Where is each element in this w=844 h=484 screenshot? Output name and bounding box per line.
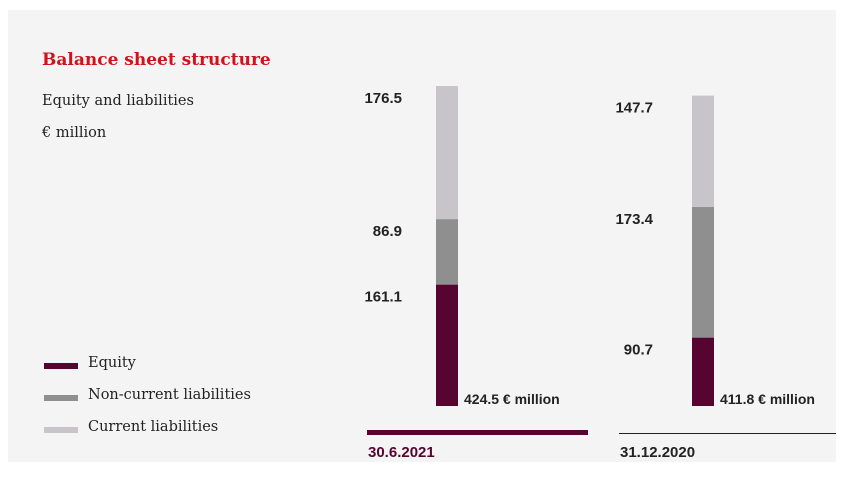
value-label-0-0: 161.1 (364, 289, 402, 306)
value-label-1-0: 86.9 (373, 223, 402, 240)
category-label-0: 30.6.2021 (368, 444, 435, 461)
value-label-0-1: 90.7 (624, 342, 653, 359)
category-rule-1 (619, 433, 836, 434)
chart-panel: Balance sheet structure Equity and liabi… (8, 10, 836, 462)
bar-segment-non-current-liabilities-1 (692, 207, 714, 338)
bar-segment-current-liabilities-0 (436, 86, 458, 219)
stacked-bar-chart: 161.1 86.9 176.5 424.5 € million 30.6.2021 90… (8, 10, 836, 462)
category-label-1: 31.12.2020 (620, 444, 695, 461)
category-rule-0 (367, 430, 588, 435)
value-label-2-0: 176.5 (364, 90, 402, 107)
value-label-2-1: 147.7 (615, 100, 653, 117)
bar-segment-equity-1 (692, 338, 714, 406)
total-label-1: 411.8 € million (720, 391, 815, 407)
total-label-0: 424.5 € million (464, 391, 560, 407)
bar-segment-current-liabilities-1 (692, 96, 714, 207)
bar-segment-equity-0 (436, 285, 458, 406)
value-label-1-1: 173.4 (615, 211, 653, 228)
bar-segment-non-current-liabilities-0 (436, 219, 458, 285)
